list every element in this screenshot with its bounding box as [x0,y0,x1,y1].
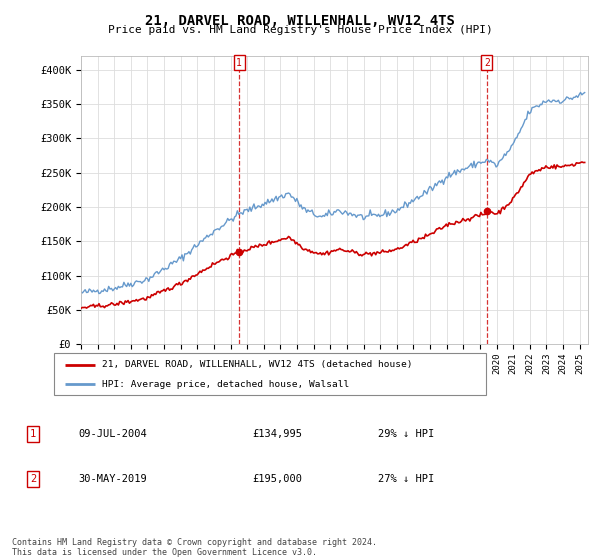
Text: £195,000: £195,000 [252,474,302,484]
FancyBboxPatch shape [54,353,486,395]
Text: 2: 2 [30,474,36,484]
Text: HPI: Average price, detached house, Walsall: HPI: Average price, detached house, Wals… [101,380,349,389]
Text: 29% ↓ HPI: 29% ↓ HPI [378,429,434,439]
Text: 1: 1 [236,58,242,68]
Text: £134,995: £134,995 [252,429,302,439]
Text: Contains HM Land Registry data © Crown copyright and database right 2024.
This d: Contains HM Land Registry data © Crown c… [12,538,377,557]
Text: 27% ↓ HPI: 27% ↓ HPI [378,474,434,484]
Text: 2: 2 [484,58,490,68]
Text: 21, DARVEL ROAD, WILLENHALL, WV12 4TS (detached house): 21, DARVEL ROAD, WILLENHALL, WV12 4TS (d… [101,360,412,369]
Text: 30-MAY-2019: 30-MAY-2019 [78,474,147,484]
Text: 09-JUL-2004: 09-JUL-2004 [78,429,147,439]
Text: Price paid vs. HM Land Registry's House Price Index (HPI): Price paid vs. HM Land Registry's House … [107,25,493,35]
Text: 21, DARVEL ROAD, WILLENHALL, WV12 4TS: 21, DARVEL ROAD, WILLENHALL, WV12 4TS [145,14,455,28]
Text: 1: 1 [30,429,36,439]
